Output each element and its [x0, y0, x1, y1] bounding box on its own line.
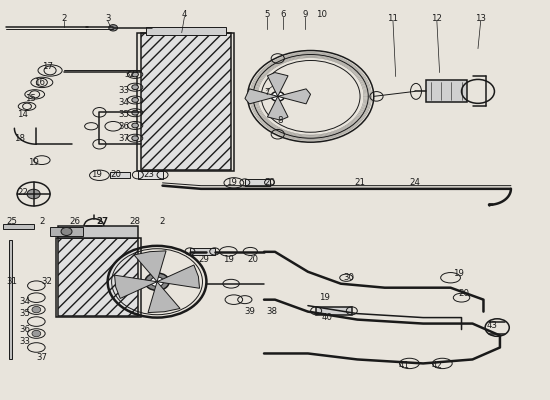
Text: 3: 3 [105, 14, 111, 23]
Text: 28: 28 [130, 218, 141, 226]
Polygon shape [267, 96, 288, 120]
Bar [58, 226, 138, 238]
Text: 36: 36 [119, 122, 130, 131]
Circle shape [44, 66, 56, 75]
Text: 29: 29 [198, 255, 209, 264]
Circle shape [132, 98, 139, 102]
Text: 11: 11 [387, 14, 398, 23]
Bar [111, 172, 130, 178]
Text: 33: 33 [119, 86, 130, 95]
Bar [138, 32, 234, 171]
Text: 19: 19 [28, 158, 39, 167]
Text: 19: 19 [226, 178, 236, 186]
Text: 35: 35 [20, 309, 31, 318]
Polygon shape [245, 89, 278, 104]
Text: 39: 39 [245, 307, 256, 316]
Text: 20: 20 [248, 255, 258, 264]
Text: 24: 24 [409, 178, 420, 186]
Circle shape [132, 72, 139, 77]
Circle shape [271, 92, 284, 101]
Text: 37: 37 [36, 353, 47, 362]
Text: 36: 36 [20, 325, 31, 334]
Circle shape [27, 189, 40, 199]
Text: 38: 38 [267, 307, 278, 316]
Text: 41: 41 [398, 361, 409, 370]
Circle shape [132, 85, 139, 90]
Bar [316, 307, 352, 315]
Text: 21: 21 [355, 178, 366, 186]
Bar [426, 80, 467, 102]
Circle shape [132, 110, 139, 115]
Circle shape [36, 78, 47, 86]
Text: 32: 32 [42, 277, 53, 286]
Text: 31: 31 [6, 277, 17, 286]
Text: 13: 13 [475, 14, 486, 23]
Text: 7: 7 [264, 88, 270, 97]
Bar [56, 238, 141, 317]
Text: 42: 42 [431, 361, 442, 370]
Text: 27: 27 [96, 218, 108, 226]
Circle shape [109, 25, 118, 31]
Polygon shape [114, 275, 157, 298]
Circle shape [32, 330, 41, 337]
Text: 16: 16 [34, 78, 45, 87]
Text: 15: 15 [25, 94, 36, 103]
Polygon shape [157, 265, 200, 288]
Text: 20: 20 [264, 178, 275, 186]
Text: 19: 19 [91, 170, 102, 178]
Text: 6: 6 [280, 10, 286, 19]
Circle shape [132, 123, 139, 128]
Polygon shape [267, 72, 288, 96]
Circle shape [61, 228, 72, 236]
Text: 19: 19 [319, 293, 330, 302]
Bar [138, 171, 163, 179]
Text: 37: 37 [119, 134, 130, 143]
Polygon shape [278, 89, 311, 104]
Bar [50, 227, 83, 236]
Bar [141, 32, 231, 170]
Circle shape [151, 277, 164, 286]
Text: 30: 30 [344, 273, 355, 282]
Text: 35: 35 [119, 110, 130, 119]
Bar [245, 179, 270, 186]
Text: 2: 2 [39, 218, 45, 226]
Text: 34: 34 [119, 98, 130, 107]
Text: 4: 4 [182, 10, 187, 19]
Text: 2: 2 [160, 218, 166, 226]
Text: 32: 32 [124, 70, 135, 79]
Text: 34: 34 [20, 297, 31, 306]
Text: 19: 19 [453, 269, 464, 278]
Polygon shape [148, 282, 180, 312]
Text: 18: 18 [14, 134, 25, 143]
Text: 17: 17 [42, 62, 53, 71]
Text: 2: 2 [61, 14, 67, 23]
Text: 12: 12 [431, 14, 442, 23]
Text: 40: 40 [322, 313, 333, 322]
Polygon shape [134, 251, 166, 282]
Bar [3, 224, 34, 229]
Text: 33: 33 [20, 337, 31, 346]
Text: 26: 26 [69, 218, 80, 226]
Text: 10: 10 [316, 10, 327, 19]
Text: 25: 25 [6, 218, 17, 226]
Text: 14: 14 [17, 110, 28, 119]
Circle shape [132, 136, 139, 141]
Bar [58, 238, 138, 316]
Text: 19: 19 [223, 255, 234, 264]
Text: 22: 22 [17, 188, 28, 196]
Text: 20: 20 [459, 289, 470, 298]
Text: 9: 9 [302, 10, 308, 19]
Bar [190, 248, 214, 255]
Circle shape [32, 306, 41, 313]
Bar [9, 240, 12, 360]
Circle shape [23, 103, 31, 110]
Text: 20: 20 [111, 170, 122, 178]
Text: 8: 8 [278, 116, 283, 125]
Text: 23: 23 [144, 170, 155, 178]
Bar [146, 28, 226, 34]
Circle shape [30, 91, 40, 98]
Text: 5: 5 [264, 10, 270, 19]
Text: 43: 43 [486, 321, 497, 330]
Circle shape [145, 273, 169, 290]
